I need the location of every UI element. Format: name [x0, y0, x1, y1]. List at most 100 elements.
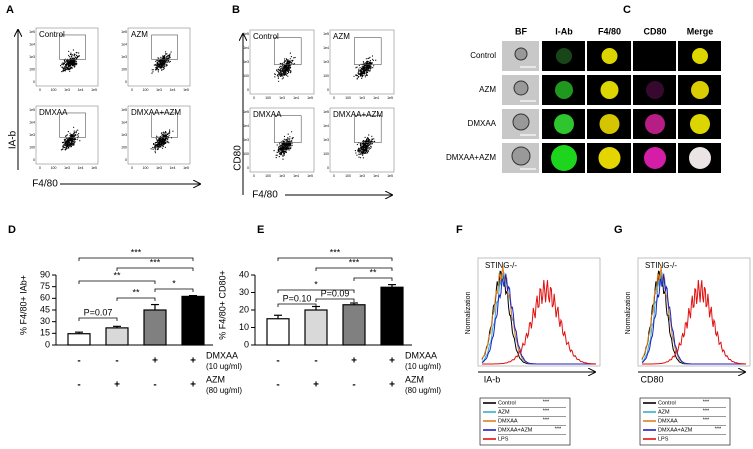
event-dot [168, 61, 170, 63]
event-dot [159, 141, 161, 143]
event-dot [62, 148, 64, 150]
event-dot [154, 149, 156, 151]
event-dot [68, 50, 70, 53]
y-tick-label: 1e3 [29, 133, 35, 137]
event-dot [156, 135, 158, 137]
treatment-name: AZM [206, 374, 225, 384]
event-dot [162, 61, 164, 63]
significance-label: * [314, 279, 318, 289]
event-dot [367, 69, 369, 71]
x-tick-label: 1e4 [293, 96, 299, 100]
event-dot [152, 148, 154, 150]
event-dot [163, 64, 165, 66]
event-dot [361, 142, 363, 144]
event-dot [278, 80, 280, 82]
event-dot [289, 138, 291, 140]
event-dot [369, 67, 371, 69]
y-tick-label: 0 [125, 158, 127, 162]
event-dot [366, 74, 368, 76]
event-dot [60, 65, 62, 67]
event-dot [73, 60, 75, 63]
event-dot [274, 76, 276, 78]
treatment-dose: (10 ug/ml) [405, 362, 441, 371]
y-tick-label: 1e5 [121, 108, 127, 112]
event-dot [276, 154, 278, 156]
event-dot [366, 144, 368, 147]
event-dot [151, 72, 153, 74]
x-tick-label: 1e4 [170, 88, 176, 92]
y-tick-label: 1e3 [323, 60, 329, 64]
event-dot [65, 144, 67, 146]
gate [151, 34, 178, 60]
gate [59, 34, 86, 60]
event-dot [280, 149, 282, 151]
gate [354, 37, 382, 65]
event-dot [369, 70, 371, 72]
event-dot [288, 69, 291, 71]
event-dot [354, 150, 356, 152]
event-dot [66, 67, 68, 69]
event-dot [366, 144, 368, 146]
event-dot [74, 141, 76, 143]
significance-label: *** [703, 399, 710, 405]
event-dot [168, 142, 170, 144]
event-dot [280, 151, 282, 153]
significance-label: * [172, 278, 176, 288]
event-dot [294, 56, 296, 59]
x-tick-label: 1e3 [279, 96, 285, 100]
event-dot [366, 60, 368, 63]
event-dot [155, 60, 157, 62]
column-header: Merge [687, 26, 714, 36]
event-dot [358, 151, 360, 153]
event-dot [361, 77, 363, 79]
event-dot [68, 61, 70, 63]
event-dot [65, 138, 67, 140]
event-dot [287, 147, 289, 149]
event-dot [153, 143, 155, 145]
event-dot [158, 63, 160, 65]
event-dot [162, 133, 164, 135]
event-dot [70, 138, 72, 140]
event-dot [285, 151, 287, 153]
event-dot [63, 146, 65, 148]
event-dot [160, 142, 162, 144]
event-dot [67, 143, 69, 145]
event-dot [365, 149, 368, 151]
event-dot [289, 60, 292, 62]
x-tick-label: 0 [253, 174, 255, 178]
event-dot [367, 136, 369, 139]
event-dot [365, 70, 368, 72]
x-tick-label: 1e5 [307, 174, 313, 178]
y-tick-label: 0 [247, 88, 249, 92]
event-dot [163, 55, 166, 57]
event-dot [166, 61, 168, 64]
event-dot [289, 66, 291, 68]
event-dot [163, 143, 165, 146]
event-dot [363, 146, 365, 149]
event-dot [363, 69, 366, 71]
y-tick-label: 20 [239, 304, 249, 314]
event-dot [277, 77, 279, 79]
event-dot [293, 63, 296, 65]
event-dot [167, 136, 169, 138]
event-dot [356, 66, 358, 68]
event-dot [279, 153, 281, 155]
event-dot [156, 138, 158, 141]
event-dot [370, 145, 372, 147]
event-dot [281, 145, 283, 147]
event-dot [61, 142, 64, 144]
event-dot [286, 149, 288, 151]
event-dot [293, 57, 295, 59]
event-dot [283, 65, 285, 67]
event-dot [69, 139, 71, 141]
event-dot [159, 137, 161, 139]
event-dot [169, 129, 171, 131]
event-dot [368, 63, 370, 65]
x-tick-label: 100 [345, 96, 351, 100]
event-dot [64, 70, 66, 72]
event-dot [355, 67, 357, 69]
event-dot [75, 60, 78, 62]
event-dot [63, 60, 66, 62]
x-axis-label: F4/80 [32, 179, 58, 190]
y-tick-label: 1e3 [121, 55, 127, 59]
